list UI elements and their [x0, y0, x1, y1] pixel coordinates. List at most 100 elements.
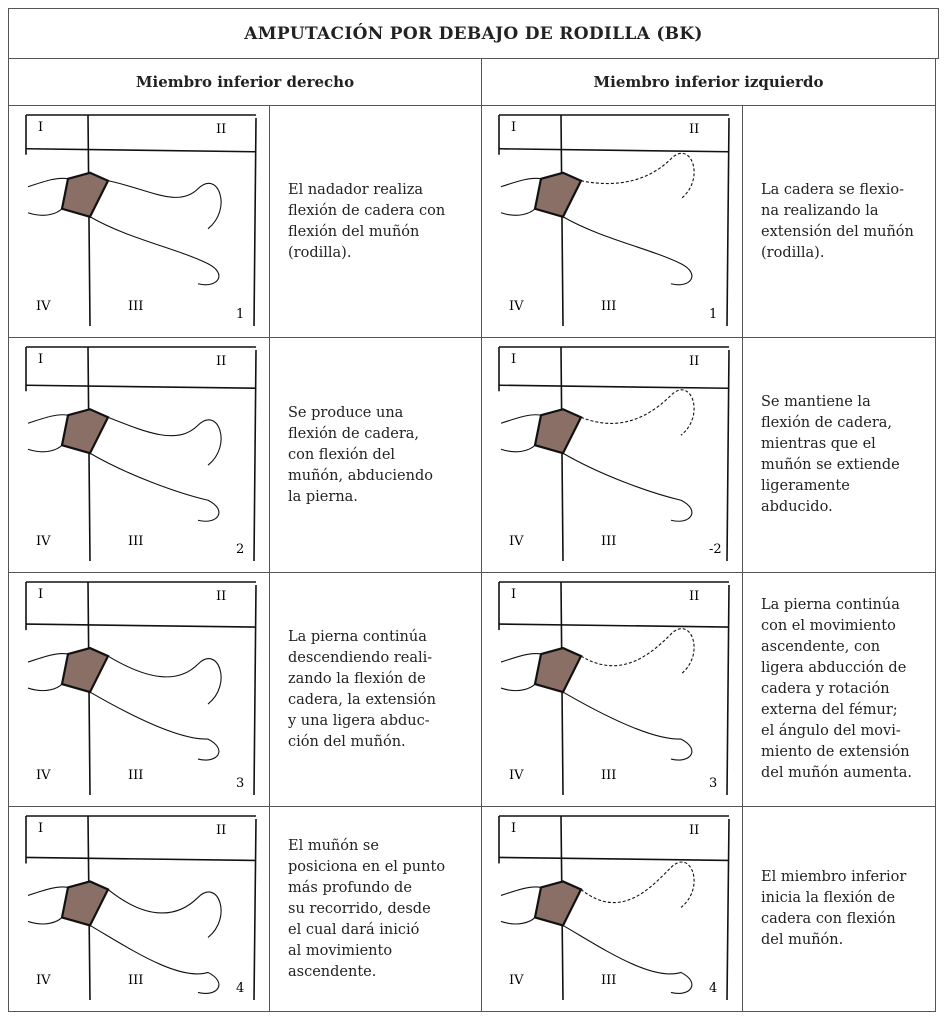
quadrant-label: III: [601, 299, 616, 314]
sketch-line: [107, 416, 222, 466]
quadrant-label: II: [216, 122, 226, 137]
text-line: (rodilla).: [761, 244, 825, 261]
text-line: El nadador realiza: [288, 181, 424, 198]
text-line: La pierna continúa: [761, 597, 900, 613]
sketch-line: [500, 683, 536, 692]
sketch-line: [27, 653, 69, 663]
quadrant-label: IV: [509, 299, 524, 314]
text-line: del muñón aumenta.: [761, 765, 912, 781]
figure-cell: I II III IV 3: [8, 572, 270, 807]
figure-cell: I II III IV 1: [481, 105, 743, 338]
text-line: La pierna continúa: [288, 628, 427, 645]
sketch-line: [25, 581, 257, 796]
figure-number: -2: [709, 542, 722, 557]
quadrant-label: IV: [509, 534, 524, 549]
quadrant-label: III: [128, 768, 143, 783]
sketch-line: [25, 384, 257, 390]
sketch-line: [89, 216, 220, 286]
description: Se mantiene la flexión de cadera, mientras…: [742, 337, 936, 573]
sketch-line: [27, 444, 63, 453]
quadrant-label: I: [38, 821, 43, 836]
text-line: (rodilla).: [288, 244, 352, 261]
sketch-line: [27, 208, 63, 216]
quadrant-label: IV: [509, 973, 524, 988]
sketch-line: [500, 917, 536, 925]
sketch-line: [500, 177, 542, 188]
figure-number: 3: [236, 776, 244, 791]
description: La cadera se flexio-na realizando la exte…: [742, 105, 936, 338]
sketch-line: [498, 623, 730, 628]
figure-cell: I II III IV 1: [8, 105, 270, 338]
sketch-line: [580, 152, 695, 200]
sketch-line: [107, 889, 222, 938]
sketch-line: [25, 623, 257, 628]
description: La pierna continúa con el movimiento ascen…: [742, 572, 936, 807]
sketch-line: [25, 346, 257, 562]
sketch-line: [89, 691, 220, 761]
text-line: zando la flexión de: [288, 670, 426, 687]
text-line: flexión de cadera,: [288, 425, 420, 442]
text-line: El miembro inferior: [761, 869, 907, 885]
stump: [60, 880, 110, 927]
stump: [60, 408, 110, 455]
sketch-line: [500, 208, 536, 216]
figure-cell: I II III IV 4: [8, 806, 270, 1012]
text-line: muñón se extiende: [761, 457, 900, 473]
text-line: con el movimiento: [761, 618, 896, 634]
figure-cell: I II III IV 2: [8, 337, 270, 573]
text-line: extensión del muñón: [761, 223, 914, 240]
text-line: el ángulo del movi-: [761, 723, 901, 739]
text-line: cadera con flexión: [761, 911, 896, 927]
quadrant-label: III: [128, 973, 143, 988]
text-line: cadera y rotación: [761, 681, 890, 697]
text-line: flexión de cadera,: [761, 415, 893, 431]
quadrant-label: I: [511, 587, 516, 602]
column-header: Miembro inferior derecho: [8, 58, 482, 106]
description: Se produce una flexión de cadera, con flex…: [269, 337, 482, 573]
text-line: miento de extensión: [761, 744, 910, 760]
quadrant-label: I: [38, 587, 43, 602]
sketch-line: [25, 856, 257, 862]
sketch-line: [500, 444, 536, 453]
sketch-line: [89, 924, 220, 994]
sketch-line: [560, 114, 564, 327]
figure-number: 4: [236, 981, 244, 996]
quadrant-label: I: [38, 120, 43, 135]
text-line: ción del muñón.: [288, 733, 406, 750]
sketch-line: [89, 452, 220, 522]
quadrant-label: I: [38, 352, 43, 367]
text-line: el cual dará inició: [288, 921, 420, 938]
description: El muñón se posiciona en el punto más prof…: [269, 806, 482, 1012]
quadrant-label: II: [689, 823, 699, 838]
text-line: Se mantiene la: [761, 394, 871, 410]
quadrant-label: I: [511, 821, 516, 836]
quadrant-label: II: [216, 354, 226, 369]
sketch-line: [87, 114, 91, 327]
sketch-line: [107, 655, 222, 705]
sketch-line: [27, 414, 69, 424]
quadrant-label: II: [216, 823, 226, 838]
quadrant-label: II: [689, 354, 699, 369]
text-line: posiciona en el punto: [288, 858, 446, 875]
text-line: flexión de cadera con: [288, 202, 446, 219]
text-line: más profundo de: [288, 879, 412, 896]
sketch-line: [580, 389, 695, 436]
text-line: mientras que el: [761, 436, 876, 452]
sketch-line: [27, 886, 69, 896]
quadrant-label: II: [689, 122, 699, 137]
sketch-line: [27, 917, 63, 925]
sketch-line: [498, 815, 730, 1001]
sketch-line: [107, 180, 222, 230]
figure-number: 4: [709, 981, 717, 996]
text-line: La cadera se flexio-: [761, 181, 905, 198]
quadrant-label: IV: [36, 973, 51, 988]
figure-cell: I II III IV 3: [481, 572, 743, 807]
column-header: Miembro inferior izquierdo: [481, 58, 936, 106]
